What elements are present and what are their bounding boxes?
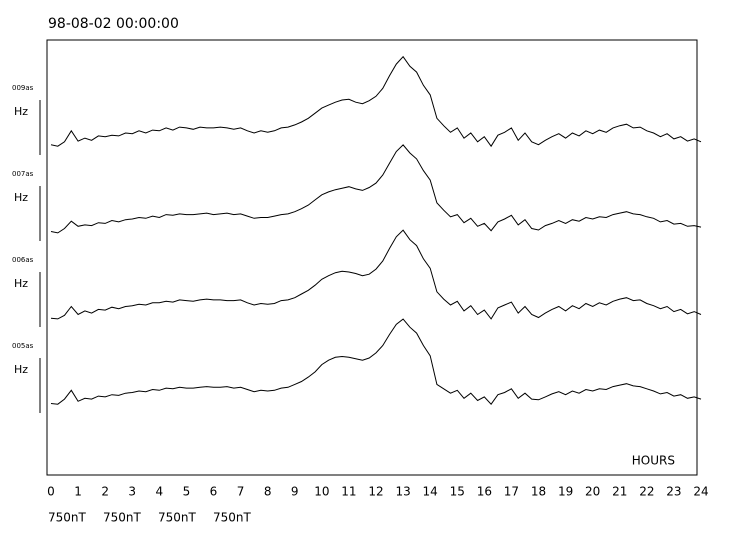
x-tick-label: 3 — [128, 485, 136, 499]
x-tick-label: 12 — [368, 485, 383, 499]
x-tick-label: 14 — [423, 485, 438, 499]
series-name: 006as — [12, 256, 34, 264]
component-label: Hz — [14, 277, 28, 290]
x-tick-label: 0 — [47, 485, 55, 499]
scale-label: 750nT — [48, 511, 87, 525]
x-tick-label: 18 — [531, 485, 546, 499]
x-tick-label: 19 — [558, 485, 573, 499]
x-axis-label: HOURS — [632, 454, 675, 468]
trace — [50, 318, 702, 405]
x-tick-label: 5 — [183, 485, 191, 499]
x-tick-label: 17 — [504, 485, 519, 499]
x-tick-label: 22 — [639, 485, 654, 499]
trace — [50, 229, 702, 320]
component-label: Hz — [14, 363, 28, 376]
x-tick-label: 23 — [666, 485, 681, 499]
series-name: 007as — [12, 170, 34, 178]
x-tick-label: 6 — [210, 485, 218, 499]
component-label: Hz — [14, 105, 28, 118]
x-tick-label: 20 — [585, 485, 600, 499]
chart-title: 98-08-02 00:00:00 — [48, 16, 179, 32]
x-tick-label: 11 — [341, 485, 356, 499]
series-name: 009as — [12, 84, 34, 92]
x-tick-label: 15 — [450, 485, 465, 499]
x-tick-label: 13 — [395, 485, 410, 499]
x-tick-label: 9 — [291, 485, 299, 499]
x-tick-label: 7 — [237, 485, 245, 499]
scale-label: 750nT — [213, 511, 252, 525]
x-tick-label: 2 — [101, 485, 109, 499]
component-label: Hz — [14, 191, 28, 204]
x-tick-label: 8 — [264, 485, 272, 499]
x-tick-label: 24 — [693, 485, 708, 499]
x-tick-label: 10 — [314, 485, 329, 499]
x-tick-label: 16 — [477, 485, 492, 499]
scale-label: 750nT — [158, 511, 197, 525]
x-tick-label: 1 — [74, 485, 82, 499]
trace — [50, 144, 702, 234]
plot-frame — [46, 39, 698, 476]
trace — [50, 55, 702, 148]
scale-label: 750nT — [103, 511, 142, 525]
x-tick-label: 4 — [156, 485, 164, 499]
x-tick-label: 21 — [612, 485, 627, 499]
series-name: 005as — [12, 342, 34, 350]
